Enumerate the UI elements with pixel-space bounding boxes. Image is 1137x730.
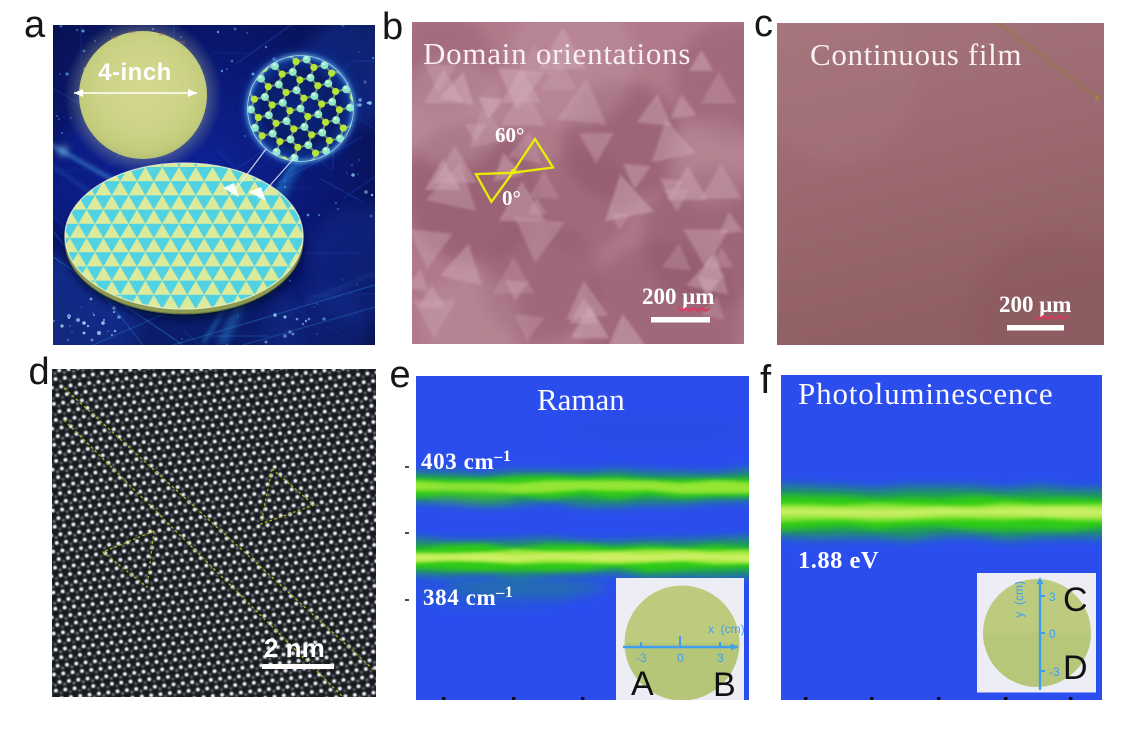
svg-text:B: B: [713, 666, 736, 700]
svg-text:A: A: [631, 665, 654, 700]
svg-text:2 nm: 2 nm: [264, 633, 325, 663]
svg-text:0: 0: [677, 651, 684, 665]
svg-text:x (cm): x (cm): [708, 622, 745, 636]
svg-text:D: D: [1063, 649, 1088, 687]
svg-text:Continuous film: Continuous film: [810, 37, 1022, 72]
svg-text:Photoluminescence: Photoluminescence: [798, 376, 1054, 411]
svg-text:3: 3: [717, 651, 724, 665]
svg-text:C: C: [1063, 581, 1088, 619]
svg-text:-3: -3: [636, 651, 647, 665]
svg-text:y (cm): y (cm): [1012, 581, 1026, 618]
svg-text:0: 0: [1049, 627, 1056, 641]
svg-text:Raman: Raman: [537, 382, 625, 417]
svg-text:200 μm: 200 μm: [642, 284, 714, 309]
svg-text:3: 3: [1049, 590, 1056, 604]
svg-text:Domain orientations: Domain orientations: [423, 36, 691, 71]
svg-text:0°: 0°: [502, 186, 521, 210]
svg-text:1.88 eV: 1.88 eV: [798, 547, 879, 574]
svg-text:200 μm: 200 μm: [999, 292, 1071, 317]
svg-text:-3: -3: [1049, 665, 1060, 679]
svg-text:60°: 60°: [495, 123, 524, 147]
svg-text:4-inch: 4-inch: [98, 59, 172, 86]
